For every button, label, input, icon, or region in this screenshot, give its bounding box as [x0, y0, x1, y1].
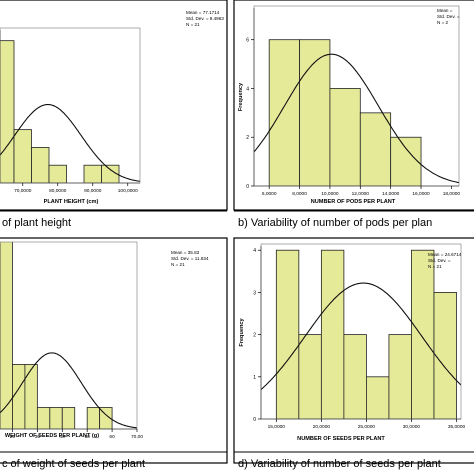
- stats-line: N = 21: [186, 22, 200, 27]
- normal-curve: [254, 53, 459, 184]
- y-tick-label: 4: [253, 248, 256, 254]
- histogram-bar: [433, 292, 457, 419]
- x-tick-label: 50: [85, 434, 91, 440]
- x-tick-label: 20: [10, 434, 16, 440]
- histogram-bar: [83, 164, 102, 183]
- x-tick-label: 70,00: [131, 434, 143, 440]
- panel-caption: c of weight of seeds per plant: [2, 458, 145, 470]
- x-tick-label: 20,0000: [313, 424, 331, 430]
- stats-line: Mean =: [437, 8, 453, 13]
- x-tick-label: 100,0000: [118, 188, 138, 194]
- plot-area-border: [0, 27, 141, 184]
- histogram-bar: [390, 136, 422, 186]
- x-tick-label: 70,0000: [14, 188, 32, 194]
- plot-area-border: [260, 243, 462, 420]
- x-axis-label: NUMBER OF SEEDS PER PLANT: [297, 436, 385, 442]
- stats-line: Std. Dev. =: [437, 14, 460, 19]
- x-tick-label: 60: [109, 434, 115, 440]
- y-tick-label: 0: [246, 184, 249, 190]
- histogram-bar: [343, 334, 367, 419]
- plot-area-border: [0, 241, 138, 430]
- histogram-bar: [275, 249, 300, 419]
- x-tick-label: 18,0000: [443, 191, 461, 197]
- y-axis-label: Frequency: [239, 317, 245, 346]
- histogram-bar: [320, 249, 345, 419]
- histogram-bar: [388, 334, 412, 419]
- stats-line: Mean = 35.83: [171, 250, 200, 255]
- histogram-bar: [0, 242, 13, 429]
- x-tick-label: 15,0000: [268, 424, 286, 430]
- histogram-bar: [31, 147, 50, 183]
- x-tick-label: 10,0000: [321, 191, 339, 197]
- x-tick-label: 6,0000: [262, 191, 277, 197]
- histogram-bar: [99, 407, 113, 429]
- panel-caption: of plant height: [2, 217, 71, 229]
- normal-curve: [0, 352, 137, 429]
- panel-frame: [0, 237, 228, 464]
- x-axis-label: PLANT HEIGHT (cm): [44, 199, 99, 205]
- y-tick-label: 0: [253, 417, 256, 423]
- stats-line: Std. Dev. =: [428, 258, 451, 263]
- stats-line: N = 21: [171, 262, 185, 267]
- y-tick-label: 2: [246, 135, 249, 141]
- x-axis-label: WEIGHT OF SEEDS PER PLANT (g): [5, 433, 99, 439]
- y-tick-label: 4: [246, 86, 249, 92]
- y-tick-label: 2: [253, 333, 256, 339]
- x-tick-label: 35,0000: [448, 424, 466, 430]
- histogram-bar: [359, 112, 392, 186]
- y-tick-label: 3: [253, 290, 256, 296]
- histogram-bar: [86, 407, 101, 429]
- stats-line: Std. Dev. = 9.4963: [186, 16, 224, 21]
- y-tick-label: 6: [246, 38, 249, 44]
- plot-area-border: [253, 5, 460, 187]
- x-tick-label: 25,0000: [358, 424, 376, 430]
- panel-frame: [0, 0, 228, 211]
- histogram-bar: [101, 164, 120, 183]
- histogram-bar: [268, 39, 300, 186]
- x-tick-label: 14,0000: [382, 191, 400, 197]
- panel-frame: [233, 0, 474, 211]
- stats-line: Mean = 77.1714: [186, 10, 220, 15]
- histogram-bar: [24, 364, 38, 429]
- x-tick-label: 8,0000: [292, 191, 307, 197]
- stats-line: N = 21: [428, 264, 442, 269]
- histogram-bar: [61, 407, 76, 429]
- y-axis-label: Frequency: [238, 82, 244, 111]
- stats-line: Std. Dev. = 11.834: [171, 256, 209, 261]
- histogram-bar: [0, 40, 15, 183]
- histogram-bar: [12, 364, 26, 429]
- panel-frame: [233, 237, 474, 464]
- histogram-bar: [48, 164, 67, 183]
- x-tick-label: 90,0000: [84, 188, 102, 194]
- histogram-bar: [298, 334, 322, 419]
- panel-caption: d) Variability of number of seeds per pl…: [238, 458, 441, 470]
- x-tick-label: 30,0000: [403, 424, 421, 430]
- histogram-bar: [366, 376, 390, 419]
- histogram-bar: [411, 249, 435, 419]
- histogram-bar: [49, 407, 63, 429]
- histogram-bar: [329, 88, 361, 186]
- x-tick-label: 12,0000: [352, 191, 370, 197]
- stats-line: Mean = 24.6714: [428, 252, 462, 257]
- normal-curve: [261, 282, 461, 391]
- panel-caption: b) Variability of number of pods per pla…: [238, 217, 432, 229]
- x-axis-label: NUMBER OF PODS PER PLANT: [311, 199, 396, 205]
- x-tick-label: 30: [35, 434, 41, 440]
- histogram-bar: [36, 407, 51, 429]
- x-tick-label: 80,0000: [49, 188, 67, 194]
- histogram-bar: [13, 129, 32, 183]
- stats-line: N = 2: [437, 20, 449, 25]
- normal-curve: [0, 103, 140, 182]
- x-tick-label: 16,0000: [412, 191, 430, 197]
- x-tick-label: 40: [60, 434, 66, 440]
- y-tick-label: 1: [253, 375, 256, 381]
